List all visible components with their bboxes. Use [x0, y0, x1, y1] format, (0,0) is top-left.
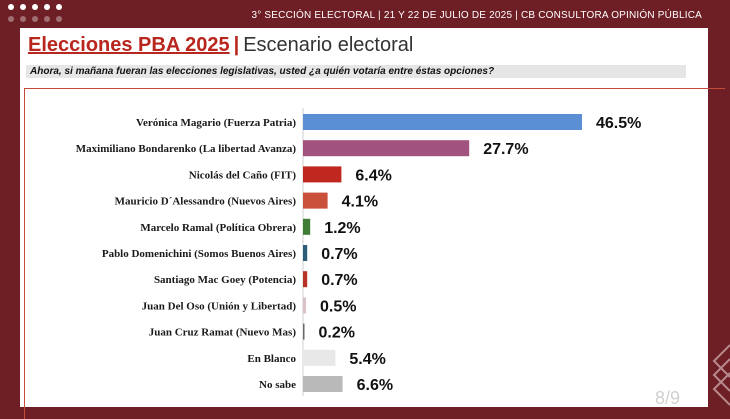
page-number: 8/9 [654, 388, 680, 408]
survey-meta: 3° SECCIÓN ELECTORAL | 21 Y 22 DE JULIO … [251, 10, 702, 21]
bar [303, 297, 306, 314]
value-label: 27.7% [483, 141, 528, 158]
value-label: 0.7% [321, 246, 357, 263]
title-subtitle: Escenario electoral [243, 34, 414, 56]
page-title: Elecciones PBA 2025 | Escenario electoral [28, 34, 413, 57]
category-label: Pablo Domenichini (Somos Buenos Aires) [102, 248, 296, 260]
value-label: 46.5% [596, 115, 641, 132]
question-bar: Ahora, si mañana fueran las elecciones l… [26, 65, 686, 78]
category-label: Mauricio D´Alessandro (Nuevos Aires) [115, 196, 297, 208]
bar [303, 166, 342, 183]
bar [303, 114, 582, 130]
chevron-decoration-icon [712, 344, 730, 406]
title-main: Elecciones PBA 2025 [28, 34, 230, 56]
value-label: 4.1% [342, 194, 378, 211]
chart-frame: Verónica Magario (Fuerza Patria) 46.5% Max… [24, 88, 725, 419]
value-label: 6.4% [355, 167, 391, 184]
bar [303, 140, 470, 157]
bar [303, 192, 328, 209]
category-label: No sabe [259, 379, 296, 391]
bar [303, 376, 343, 392]
category-label: Juan Del Oso (Unión y Libertad) [142, 300, 297, 312]
category-label: Maximiliano Bondarenko (La libertad Avan… [76, 143, 297, 155]
category-label: Nicolás del Caño (FIT) [189, 169, 297, 181]
bar-chart: Verónica Magario (Fuerza Patria) 46.5% Max… [76, 108, 641, 396]
title-separator: | [233, 34, 240, 56]
bar [303, 245, 308, 261]
category-label: Marcelo Ramal (Política Obrera) [140, 222, 296, 234]
value-label: 6.6% [357, 377, 393, 394]
category-label: Juan Cruz Ramat (Nuevo Mas) [149, 327, 297, 339]
decorative-dots-icon [8, 4, 78, 26]
bar [303, 271, 308, 288]
value-label: 5.4% [349, 351, 385, 368]
bar [303, 323, 305, 340]
value-label: 0.5% [320, 298, 356, 315]
top-band: 3° SECCIÓN ELECTORAL | 21 Y 22 DE JULIO … [0, 0, 730, 28]
category-label: Santiago Mac Goey (Potencia) [154, 274, 296, 286]
value-label: 0.7% [321, 272, 357, 289]
value-label: 1.2% [324, 220, 360, 237]
slide-panel: Elecciones PBA 2025 | Escenario electoral … [20, 28, 725, 419]
value-label: 0.2% [319, 325, 355, 342]
bar [303, 218, 311, 235]
category-label: En Blanco [247, 353, 296, 365]
bar [303, 349, 336, 366]
survey-question: Ahora, si mañana fueran las elecciones l… [30, 66, 495, 77]
category-label: Verónica Magario (Fuerza Patria) [136, 117, 296, 129]
